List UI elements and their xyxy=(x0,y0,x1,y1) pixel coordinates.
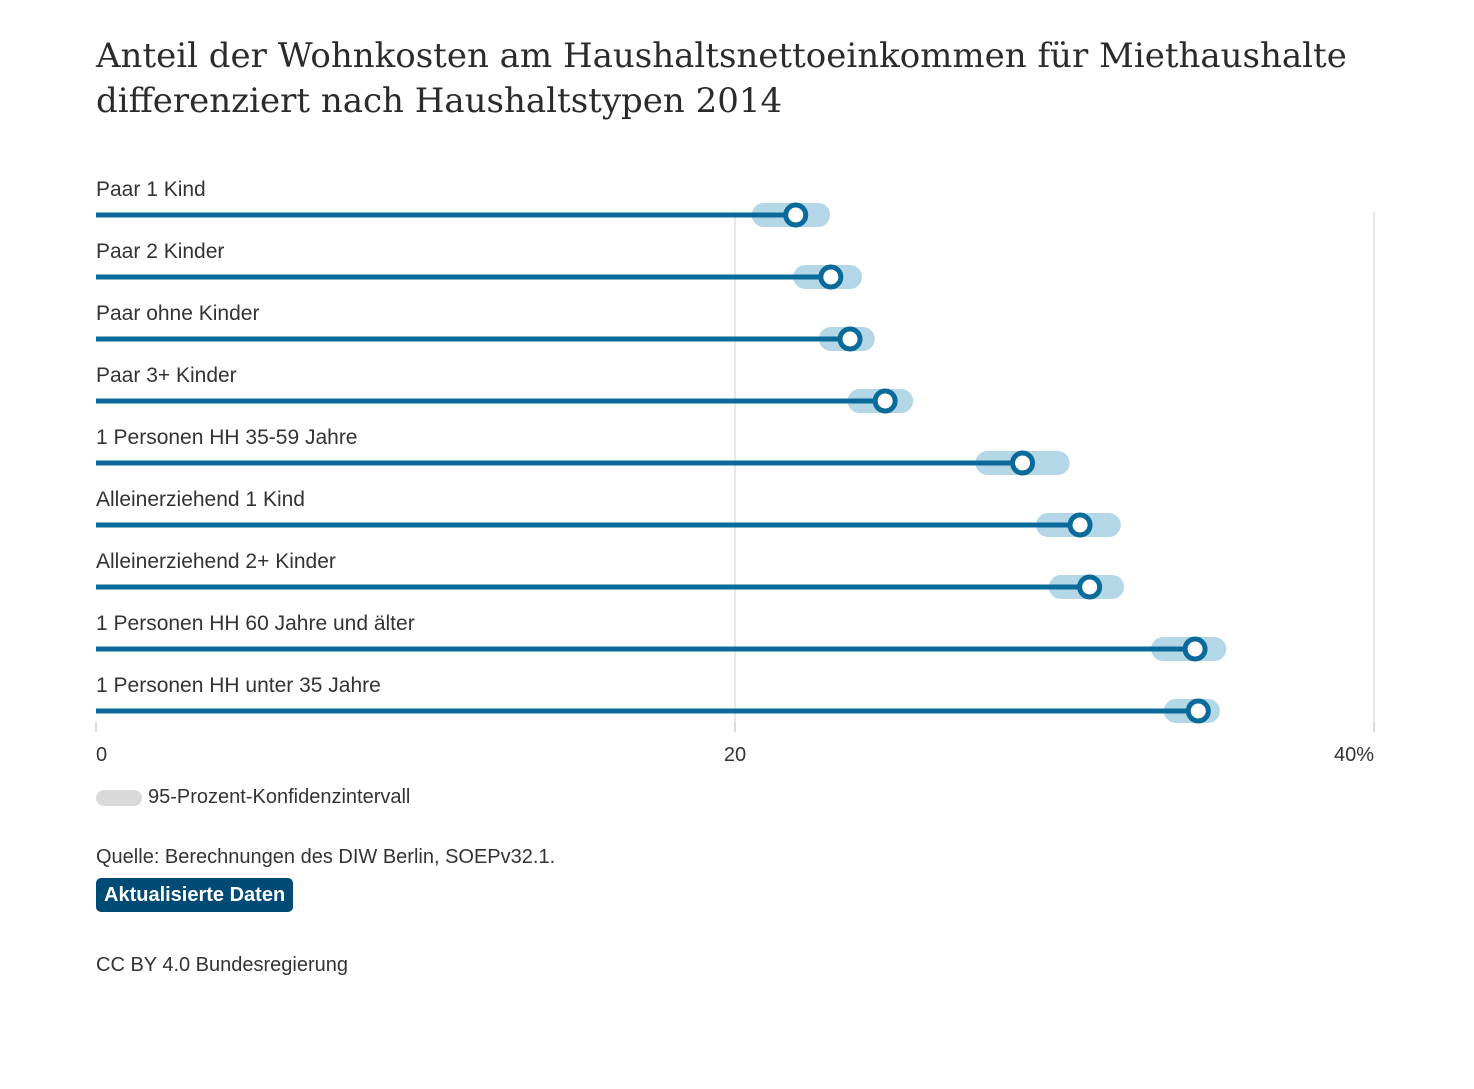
legend-ci-swatch xyxy=(96,789,142,806)
category-label: Paar 2 Kinder xyxy=(96,240,224,263)
legend: 95-Prozent-Konfidenzintervall xyxy=(96,786,410,809)
category-label: Alleinerziehend 1 Kind xyxy=(96,488,305,511)
category-label: 1 Personen HH 60 Jahre und älter xyxy=(96,612,415,635)
legend-label: 95-Prozent-Konfidenzintervall xyxy=(148,786,411,808)
value-dot xyxy=(1067,512,1093,538)
x-tick-label: 20 xyxy=(724,744,746,766)
license-note: CC BY 4.0 Bundesregierung xyxy=(96,954,349,976)
x-tick-label: 0 xyxy=(96,744,107,766)
chart-title-line-1: Anteil der Wohnkosten am Haushaltsnettoe… xyxy=(96,36,1347,76)
value-dot xyxy=(1182,636,1208,662)
category-label: 1 Personen HH 35-59 Jahre xyxy=(96,426,358,449)
value-dot xyxy=(783,202,809,228)
value-dot xyxy=(1010,450,1036,476)
category-label: Paar ohne Kinder xyxy=(96,302,259,325)
category-label: Paar 3+ Kinder xyxy=(96,364,237,387)
category-label: Alleinerziehend 2+ Kinder xyxy=(96,550,336,573)
category-label: Paar 1 Kind xyxy=(96,178,206,201)
value-dot xyxy=(1185,698,1211,724)
chart-title: Anteil der Wohnkosten am Haushaltsnettoe… xyxy=(96,34,1396,124)
value-dot xyxy=(1077,574,1103,600)
updated-data-button[interactable]: Aktualisierte Daten xyxy=(96,878,294,912)
value-dot xyxy=(837,326,863,352)
dot-range-chart: 0 20 40% Paar 1 Kind Paar 2 Kinder Paar ohne … xyxy=(95,178,1375,766)
source-note: Quelle: Berechnungen des DIW Berlin, SOE… xyxy=(96,846,556,868)
value-dot xyxy=(818,264,844,290)
chart-title-line-2: differenziert nach Haushaltstypen 2014 xyxy=(96,81,783,121)
x-tick-label: 40% xyxy=(1334,744,1374,766)
category-label: 1 Personen HH unter 35 Jahre xyxy=(96,674,381,697)
value-dot xyxy=(872,388,898,414)
